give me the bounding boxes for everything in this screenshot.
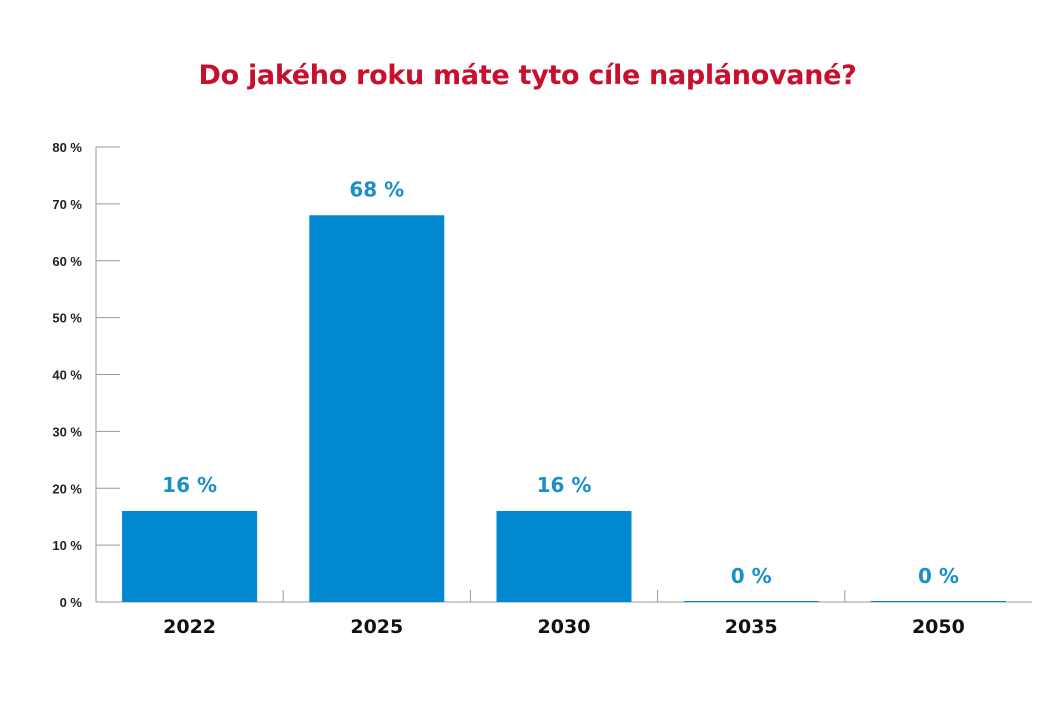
- bars: [122, 215, 1006, 602]
- data-labels: 16 % 68 % 16 % 0 % 0 %: [162, 177, 959, 588]
- data-label-2050: 0 %: [918, 564, 959, 588]
- y-tick-label: 0 %: [60, 595, 83, 610]
- y-tick-label: 40 %: [52, 368, 82, 383]
- y-tick-label: 30 %: [52, 424, 82, 439]
- bar-2025: [309, 215, 445, 602]
- data-label-2025: 68 %: [349, 177, 404, 201]
- y-tick-label: 70 %: [52, 197, 82, 212]
- y-tick-label: 50 %: [52, 311, 82, 326]
- data-label-2030: 16 %: [537, 473, 592, 497]
- y-axis: 0 % 10 % 20 % 30 % 40 % 50 % 60 % 70 % 80 %: [52, 140, 120, 610]
- bar-2022: [122, 511, 258, 602]
- x-tick-label: 2025: [350, 616, 403, 638]
- data-label-2035: 0 %: [731, 564, 772, 588]
- data-label-2022: 16 %: [162, 473, 217, 497]
- bar-2035: [683, 601, 819, 602]
- y-tick-label: 20 %: [52, 481, 82, 496]
- x-tick-label: 2030: [538, 616, 591, 638]
- y-tick-label: 60 %: [52, 254, 82, 269]
- bar-2030: [496, 511, 632, 602]
- chart-title: Do jakého roku máte tyto cíle naplánovan…: [198, 60, 857, 91]
- y-tick-label: 10 %: [52, 538, 82, 553]
- x-tick-label: 2050: [912, 616, 965, 638]
- bar-2050: [870, 601, 1006, 602]
- x-tick-label: 2022: [163, 616, 216, 638]
- y-tick-label: 80 %: [52, 140, 82, 155]
- x-tick-label: 2035: [725, 616, 778, 638]
